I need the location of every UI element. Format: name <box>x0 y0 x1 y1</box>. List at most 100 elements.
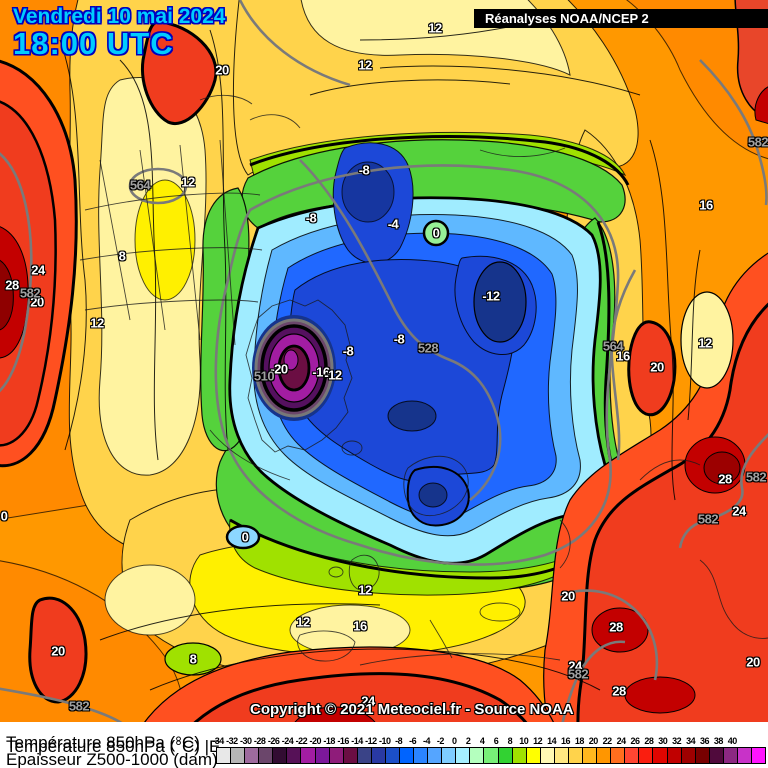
colorbar-tick: -30 <box>240 736 252 746</box>
reanalysis-banner: Réanalyses NOAA/NCEP 2 <box>474 9 768 28</box>
region-red-oval-east <box>627 320 677 417</box>
colorbar-tick: 2 <box>465 736 471 746</box>
colorbar-cell <box>231 748 246 763</box>
contour-0c-top <box>249 135 630 186</box>
region-red-southeast <box>576 302 768 768</box>
region-navy-kara <box>473 261 527 343</box>
colorbar-tick: -22 <box>295 736 308 746</box>
temperature-colorbar <box>216 747 766 764</box>
region-darkred-se3 <box>624 676 696 714</box>
colorbar-cell <box>639 748 654 763</box>
colorbar-tick: -10 <box>379 736 391 746</box>
colorbar-tick: -32 <box>226 736 238 746</box>
colorbar-tick: 24 <box>616 736 627 746</box>
colorbar-cell <box>583 748 598 763</box>
colorbar-cell <box>414 748 429 763</box>
legend-thickness-label: Epaisseur Z500-1000 (dam) <box>6 750 218 768</box>
colorbar-tick: 0 <box>452 736 457 746</box>
spot-0c-arctic <box>422 219 450 247</box>
colorbar-tick: -20 <box>309 736 322 746</box>
region-paleyellow-atlantic <box>104 564 196 636</box>
region-maroon-west <box>0 259 14 331</box>
thin-contours <box>59 19 701 691</box>
colorbar-tick: 18 <box>574 736 585 746</box>
region-darkred-se2 <box>591 607 649 653</box>
date-text: Vendredi 10 mai 2024 <box>13 5 226 28</box>
colorbar-cell <box>597 748 612 763</box>
colorbar-cell <box>371 748 386 763</box>
colorbar-tick: 22 <box>602 736 613 746</box>
colorbar-tick: -14 <box>351 736 363 746</box>
colorbar-cell <box>329 748 344 763</box>
colorbar-cell <box>625 748 640 763</box>
colorbar-tick: 14 <box>547 736 557 746</box>
colorbar-cell <box>695 748 710 763</box>
legend-temperature-label-overlap: Température 850hPa (°C) |E <box>6 737 221 756</box>
colorbar-tick: 6 <box>493 736 499 746</box>
colorbar-tick: 36 <box>699 736 710 746</box>
colorbar-cell <box>681 748 696 763</box>
colorbar-tick: 20 <box>588 736 599 746</box>
colorbar-tick: -2 <box>436 736 445 746</box>
colorbar-cell <box>315 748 330 763</box>
legend-temperature-label: Température 850hPa (°C) <box>6 733 200 752</box>
colorbar-tick: -6 <box>409 736 417 746</box>
colorbar-tick: 34 <box>686 736 696 746</box>
region-yellow-core <box>134 179 196 301</box>
colorbar-tick: -8 <box>395 736 403 746</box>
colorbar-tick: 12 <box>533 736 543 746</box>
colorbar-cell <box>568 748 584 763</box>
colorbar-tick: -4 <box>422 736 431 746</box>
colorbar-tick: 4 <box>479 736 485 746</box>
vortex-core-spot <box>283 349 299 371</box>
colorbar-cell <box>611 748 626 763</box>
legend-strip: Température 850hPa (°C) Température 850h… <box>0 722 768 768</box>
colorbar-tick: -18 <box>323 736 335 746</box>
colorbar-cell <box>273 748 288 763</box>
colorbar-cell <box>709 748 724 763</box>
colorbar-cell <box>456 748 471 763</box>
colorbar-tick: 40 <box>727 736 738 746</box>
colorbar-tick-row: -34 -32 -30 -28 -26 -24 -22 -20 -18 -16 -14 -12 -10-… <box>0 722 768 747</box>
colorbar-tick: 28 <box>644 736 654 746</box>
colorbar-tick: -16 <box>337 736 349 746</box>
colorbar-tick: 26 <box>630 736 640 746</box>
region-red-blob-bottomleft <box>28 596 88 704</box>
region-navy-scandinavia <box>418 482 448 508</box>
copyright-text: Copyright © 2021 Meteociel.fr - Source N… <box>250 701 574 718</box>
colorbar-cell <box>287 748 302 763</box>
region-maroon-se <box>703 451 741 485</box>
coastlines <box>79 94 768 666</box>
region-darkred-topright <box>754 86 768 125</box>
region-red-west <box>0 100 57 447</box>
colorbar-tick: 16 <box>560 736 571 746</box>
colorbar-cell <box>540 748 555 763</box>
colorbar-tick: -28 <box>253 736 266 746</box>
colorbar-cell <box>385 748 401 763</box>
colorbar-tick: 32 <box>672 736 682 746</box>
region-paleyellow-east <box>680 291 734 389</box>
colorbar-cell <box>357 748 372 763</box>
colorbar-cell <box>259 748 274 763</box>
colorbar-cell <box>301 748 316 763</box>
colorbar-cell <box>667 748 682 763</box>
colorbar-tick: -34 <box>212 736 224 746</box>
colorbar-cell <box>400 748 415 763</box>
colorbar-cell <box>470 748 485 763</box>
datetime-block: Vendredi 10 mai 2024 18:00 UTC <box>13 5 226 62</box>
colorbar-cell <box>526 748 541 763</box>
region-navy-small <box>387 400 437 432</box>
colorbar-cell <box>498 748 513 763</box>
time-text: 18:00 UTC <box>13 26 174 62</box>
colorbar-cell <box>428 748 443 763</box>
colorbar-cell <box>723 748 738 763</box>
colorbar-cell <box>653 748 668 763</box>
colorbar-cell <box>442 748 457 763</box>
spot-8c-atlantic <box>164 642 222 676</box>
colorbar-tick: 8 <box>507 736 513 746</box>
colorbar-tick: 30 <box>658 736 668 746</box>
colorbar-tick: -24 <box>281 736 294 746</box>
colorbar-cell <box>737 748 752 763</box>
colorbar-tick: -26 <box>267 736 280 746</box>
